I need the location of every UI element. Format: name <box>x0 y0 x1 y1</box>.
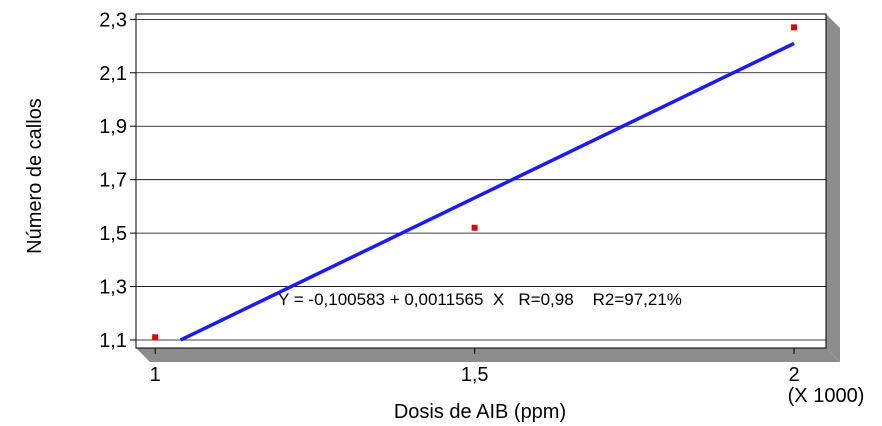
x-tick-label: 1 <box>150 364 161 386</box>
plot-area <box>135 13 827 349</box>
x-tick-label: 2 <box>788 364 799 386</box>
y-tick-label: 1,5 <box>99 223 127 245</box>
fit-line <box>179 41 795 342</box>
regression-annotation: Y = -0,100583 + 0,0011565 X R=0,98 R2=97… <box>278 290 682 309</box>
points-group <box>152 24 798 341</box>
y-tick-label: 1,7 <box>99 170 127 192</box>
fit-line-group <box>179 41 795 342</box>
y-axis-label: Número de callos <box>24 98 46 254</box>
data-point <box>471 224 478 231</box>
data-point <box>791 24 798 31</box>
x-axis-label: Dosis de AIB (ppm) <box>394 401 566 423</box>
frame-side-shade <box>826 14 840 362</box>
x-tick-label: 1,5 <box>461 364 489 386</box>
frame-bottom-shade <box>136 348 840 362</box>
y-tick-label: 1,9 <box>99 116 127 138</box>
y-axis: 1,1 1,3 1,5 1,7 1,9 2,1 2,3 <box>99 9 136 352</box>
y-tick-label: 2,3 <box>99 9 127 31</box>
y-tick-label: 1,3 <box>99 277 127 299</box>
data-point <box>152 334 159 341</box>
y-tick-label: 2,1 <box>99 63 127 85</box>
x-axis: 1 1,5 2 <box>150 348 800 386</box>
x-multiplier-label: (X 1000) <box>788 385 865 407</box>
y-tick-label: 1,1 <box>99 330 127 352</box>
grid <box>136 18 826 341</box>
